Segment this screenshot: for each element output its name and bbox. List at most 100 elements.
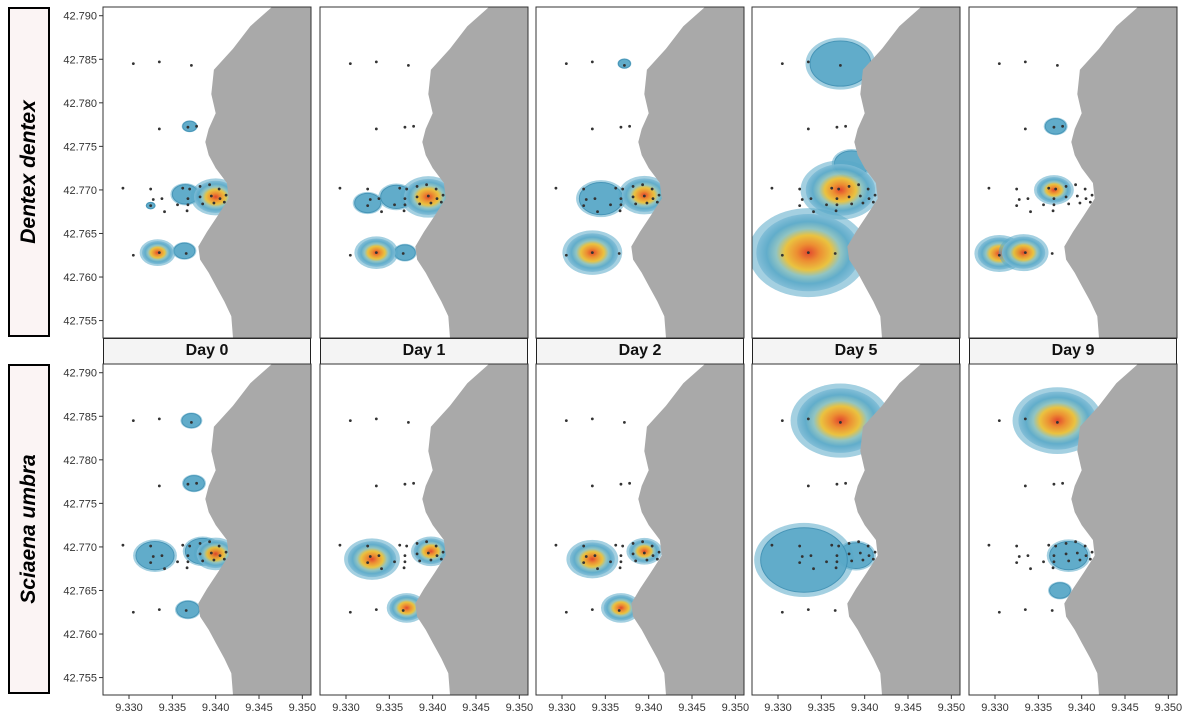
receiver-point — [631, 542, 635, 545]
receiver-point — [1083, 187, 1087, 191]
density-blob — [760, 527, 848, 593]
receiver-point — [441, 193, 445, 197]
receiver-point — [657, 550, 661, 554]
receiver-point — [839, 63, 842, 67]
y-tick-label: 42.775 — [63, 498, 97, 510]
receiver-point — [645, 558, 649, 562]
receiver-point — [1042, 203, 1045, 207]
receiver-point — [619, 554, 623, 558]
receiver-point — [186, 125, 190, 129]
receiver-point — [873, 193, 877, 197]
receiver-point — [1029, 567, 1032, 571]
receiver-point — [861, 558, 865, 562]
receiver-point — [834, 209, 838, 213]
receiver-point — [590, 127, 594, 131]
receiver-point — [871, 557, 875, 561]
receiver-point — [593, 554, 597, 558]
receiver-point — [222, 557, 226, 561]
x-tick-label: 9.330 — [548, 702, 576, 711]
panel-0-4 — [969, 7, 1177, 338]
receiver-point — [835, 197, 839, 201]
receiver-point — [596, 567, 599, 571]
receiver-point — [861, 201, 865, 205]
receiver-point — [621, 544, 625, 548]
receiver-point — [401, 609, 405, 612]
receiver-point — [809, 197, 813, 201]
receiver-point — [590, 484, 594, 488]
receiver-point — [866, 544, 870, 548]
receiver-point — [825, 203, 828, 207]
receiver-point — [209, 551, 213, 555]
receiver-point — [858, 551, 862, 555]
panel-frame — [535, 6, 745, 339]
x-tick-label: 9.340 — [851, 702, 879, 711]
receiver-point — [997, 253, 1001, 257]
receiver-point — [798, 544, 802, 548]
density-blob — [805, 164, 876, 216]
panel-frame — [102, 6, 312, 339]
y-tick-label: 42.765 — [63, 228, 97, 240]
receiver-point — [374, 608, 378, 612]
receiver-point — [554, 543, 558, 547]
receiver-point — [157, 127, 161, 131]
x-tick-label: 9.335 — [592, 702, 620, 711]
receiver-point — [405, 544, 409, 548]
receiver-point — [623, 63, 626, 67]
receiver-point — [184, 252, 188, 255]
receiver-point — [368, 555, 372, 558]
receiver-point — [439, 557, 443, 561]
receiver-point — [374, 484, 378, 488]
receiver-point — [1050, 609, 1054, 612]
receiver-point — [348, 62, 352, 66]
land-mass — [631, 7, 744, 338]
receiver-point — [149, 204, 153, 208]
x-tick-label: 9.340 — [635, 702, 663, 711]
receiver-point — [1023, 127, 1027, 131]
receiver-point — [650, 187, 654, 191]
receiver-point — [190, 63, 193, 67]
receiver-point — [201, 202, 205, 206]
panel-1-0 — [103, 364, 311, 695]
density-blob — [1018, 391, 1097, 450]
receiver-point — [835, 554, 839, 558]
receiver-point — [212, 558, 216, 562]
y-tick-label: 42.755 — [63, 673, 97, 685]
y-tick-label: 42.775 — [63, 141, 97, 153]
receiver-point — [121, 186, 125, 190]
density-blob — [183, 475, 205, 492]
receiver-point — [651, 554, 655, 558]
receiver-point — [867, 554, 871, 558]
receiver-point — [857, 183, 860, 187]
receiver-point — [1054, 187, 1058, 191]
receiver-point — [835, 203, 839, 207]
x-tick-label: 9.330 — [764, 702, 792, 711]
receiver-point — [407, 420, 410, 424]
receiver-point — [641, 183, 644, 187]
receiver-point — [582, 187, 586, 191]
receiver-point — [618, 566, 622, 570]
receiver-point — [1090, 193, 1094, 197]
x-tick-label: 9.340 — [202, 702, 230, 711]
receiver-point — [1023, 484, 1027, 488]
receiver-point — [800, 555, 804, 558]
receiver-point — [425, 183, 428, 187]
x-tick-label: 9.330 — [115, 702, 143, 711]
receiver-point — [780, 419, 784, 423]
receiver-point — [366, 561, 370, 564]
panel-0-1 — [320, 7, 528, 338]
receiver-point — [651, 197, 655, 201]
receiver-point — [198, 195, 202, 199]
receiver-point — [987, 186, 991, 190]
x-tick-label: 9.335 — [159, 702, 187, 711]
receiver-point — [195, 481, 199, 485]
receiver-point — [584, 555, 588, 558]
receiver-point — [131, 253, 135, 257]
receiver-point — [377, 554, 381, 558]
receiver-point — [834, 566, 838, 570]
receiver-point — [418, 202, 422, 206]
x-tick-label: 9.330 — [332, 702, 360, 711]
x-tick-label: 9.335 — [808, 702, 836, 711]
x-tick-label: 9.350 — [938, 702, 966, 711]
receiver-point — [847, 552, 851, 556]
receiver-point — [1056, 63, 1059, 67]
